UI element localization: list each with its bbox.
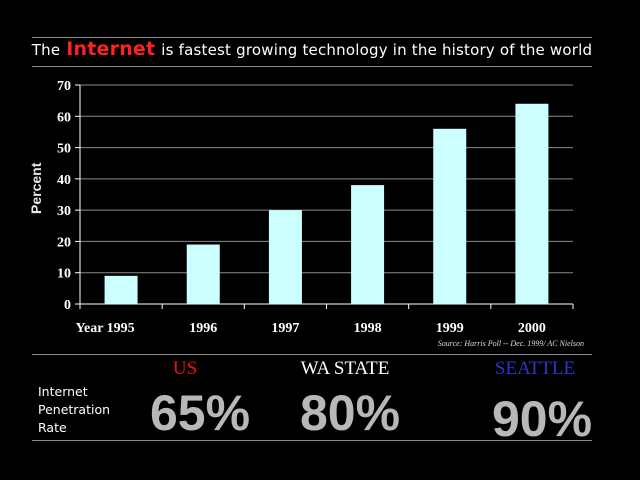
region-seattle-name: SEATTLE <box>494 358 576 379</box>
rate-label-line: Internet <box>38 384 88 399</box>
x-tick-label: 1999 <box>436 321 464 336</box>
y-tick-label: 20 <box>57 235 71 250</box>
region-wa-name: WA STATE <box>300 358 390 379</box>
section-bottom-rule <box>32 440 592 441</box>
y-tick-label: 50 <box>57 142 71 157</box>
title-highlight: Internet <box>66 38 156 60</box>
title-top-rule <box>32 37 592 38</box>
y-tick-label: 60 <box>57 110 71 125</box>
region-us-value: 65% <box>149 385 251 441</box>
title-bottom-rule <box>32 66 592 67</box>
title-prefix: The <box>31 41 61 59</box>
y-tick-label: 40 <box>57 173 71 188</box>
y-tick-label: 70 <box>57 79 71 94</box>
rate-label-line: Rate <box>38 420 67 435</box>
rate-label-line: Penetration <box>38 402 111 417</box>
y-tick-label: 0 <box>64 298 71 313</box>
x-tick-label: 2000 <box>518 321 546 336</box>
bar <box>515 103 549 305</box>
bar <box>268 210 302 304</box>
y-tick-label: 30 <box>57 204 71 219</box>
bar <box>186 244 220 304</box>
slide-title: The Internet is fastest growing technolo… <box>32 38 592 64</box>
section-top-rule <box>32 354 592 355</box>
source-note: Source: Harris Poll -- Dec. 1999/ AC Nie… <box>437 339 584 348</box>
region-us-name: US <box>172 358 198 379</box>
x-tick-label: 1998 <box>354 321 382 336</box>
bar <box>104 275 138 304</box>
title-suffix: is fastest growing technology in the his… <box>161 41 593 59</box>
y-tick-label: 10 <box>57 267 71 282</box>
penetration-rate-label: Internet Penetration Rate <box>38 383 110 437</box>
region-wa-value: 80% <box>299 385 401 441</box>
x-tick-label: 1997 <box>271 321 299 336</box>
bar <box>351 185 385 304</box>
region-seattle-value: 90% <box>491 391 593 447</box>
x-tick-label: Year 1995 <box>75 321 134 336</box>
y-axis-label: Percent <box>28 162 44 214</box>
bar <box>433 128 467 304</box>
x-tick-label: 1996 <box>189 321 217 336</box>
